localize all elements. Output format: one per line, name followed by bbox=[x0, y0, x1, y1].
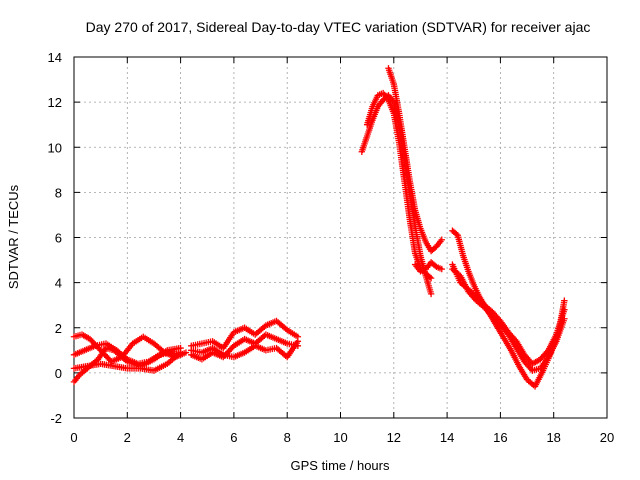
series-track-5 bbox=[188, 317, 302, 352]
data-points bbox=[70, 65, 568, 390]
data-point bbox=[561, 306, 568, 313]
y-tick-label: 0 bbox=[55, 366, 62, 381]
y-tick-label: -2 bbox=[50, 411, 62, 426]
series-track-7 bbox=[188, 338, 302, 361]
data-point bbox=[427, 290, 435, 298]
series-track-3 bbox=[70, 349, 184, 374]
y-tick-label: 6 bbox=[55, 231, 62, 246]
x-tick-label: 12 bbox=[387, 430, 401, 445]
series-track-8 bbox=[358, 92, 435, 298]
y-tick-label: 2 bbox=[55, 321, 62, 336]
x-tick-label: 14 bbox=[440, 430, 454, 445]
series-track-6 bbox=[188, 331, 302, 363]
x-tick-label: 6 bbox=[230, 430, 237, 445]
x-tick-label: 18 bbox=[546, 430, 560, 445]
y-axis-label: SDTVAR / TECUs bbox=[6, 184, 21, 289]
data-point bbox=[426, 273, 433, 281]
x-tick-label: 16 bbox=[493, 430, 507, 445]
series-track-10 bbox=[385, 65, 445, 255]
series-track-14 bbox=[449, 261, 568, 368]
data-point bbox=[438, 236, 445, 243]
data-point bbox=[177, 351, 184, 359]
y-tick-label: 8 bbox=[55, 185, 62, 200]
axis-ticks: 0 2 4 6 8 10 12 14 16 18 20 -2 0 2 4 6 8 10 12 14 bbox=[48, 50, 615, 445]
y-tick-label: 4 bbox=[55, 276, 62, 291]
y-tick-label: 12 bbox=[48, 95, 62, 110]
series-track-11 bbox=[411, 259, 445, 275]
y-tick-label: 10 bbox=[48, 140, 62, 155]
data-point bbox=[427, 274, 435, 282]
y-tick-label: 14 bbox=[48, 50, 62, 65]
data-point bbox=[561, 297, 568, 304]
chart-title: Day 270 of 2017, Sidereal Day-to-day VTE… bbox=[86, 19, 591, 35]
series-track-12 bbox=[449, 227, 568, 390]
data-point bbox=[438, 265, 445, 273]
x-tick-label: 10 bbox=[333, 430, 347, 445]
series-track-4 bbox=[70, 340, 184, 368]
x-tick-label: 0 bbox=[70, 430, 77, 445]
x-tick-label: 4 bbox=[177, 430, 184, 445]
series-track-13 bbox=[449, 265, 568, 374]
data-point bbox=[294, 338, 302, 345]
x-axis-label: GPS time / hours bbox=[291, 458, 390, 473]
x-tick-label: 20 bbox=[600, 430, 614, 445]
x-tick-label: 8 bbox=[284, 430, 291, 445]
x-tick-label: 2 bbox=[124, 430, 131, 445]
